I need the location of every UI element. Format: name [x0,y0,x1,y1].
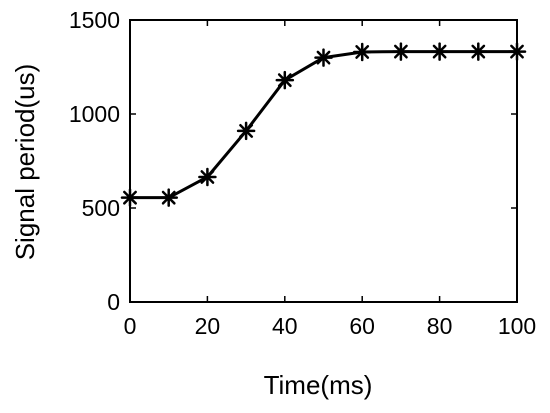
series [120,42,527,207]
y-tick-label: 1000 [69,101,120,127]
y-tick-label: 1500 [69,7,120,33]
data-point-marker [198,167,217,187]
y-tick-label: 500 [82,195,120,221]
data-point-marker [507,42,527,61]
x-tick-label: 100 [498,313,536,339]
x-tick-label: 0 [124,313,137,339]
plot-frame [129,19,518,303]
x-axis-label: Time(ms) [264,370,373,400]
data-point-marker [430,42,449,61]
data-point-marker [159,188,178,207]
data-point-marker [314,48,333,67]
y-tick-label: 0 [107,289,120,315]
x-tick-label: 80 [427,313,453,339]
data-point-marker [120,188,140,207]
data-point-marker [236,121,256,141]
data-point-marker [352,42,372,62]
y-axis-label: Signal period(us) [10,64,40,261]
x-tick-label: 40 [272,313,298,339]
data-point-marker [391,42,411,61]
axes [129,19,518,303]
series-line [130,50,517,200]
x-tick-label: 20 [195,313,221,339]
x-tick-label: 60 [349,313,375,339]
data-point-marker [275,70,295,90]
data-point-marker [469,42,488,61]
